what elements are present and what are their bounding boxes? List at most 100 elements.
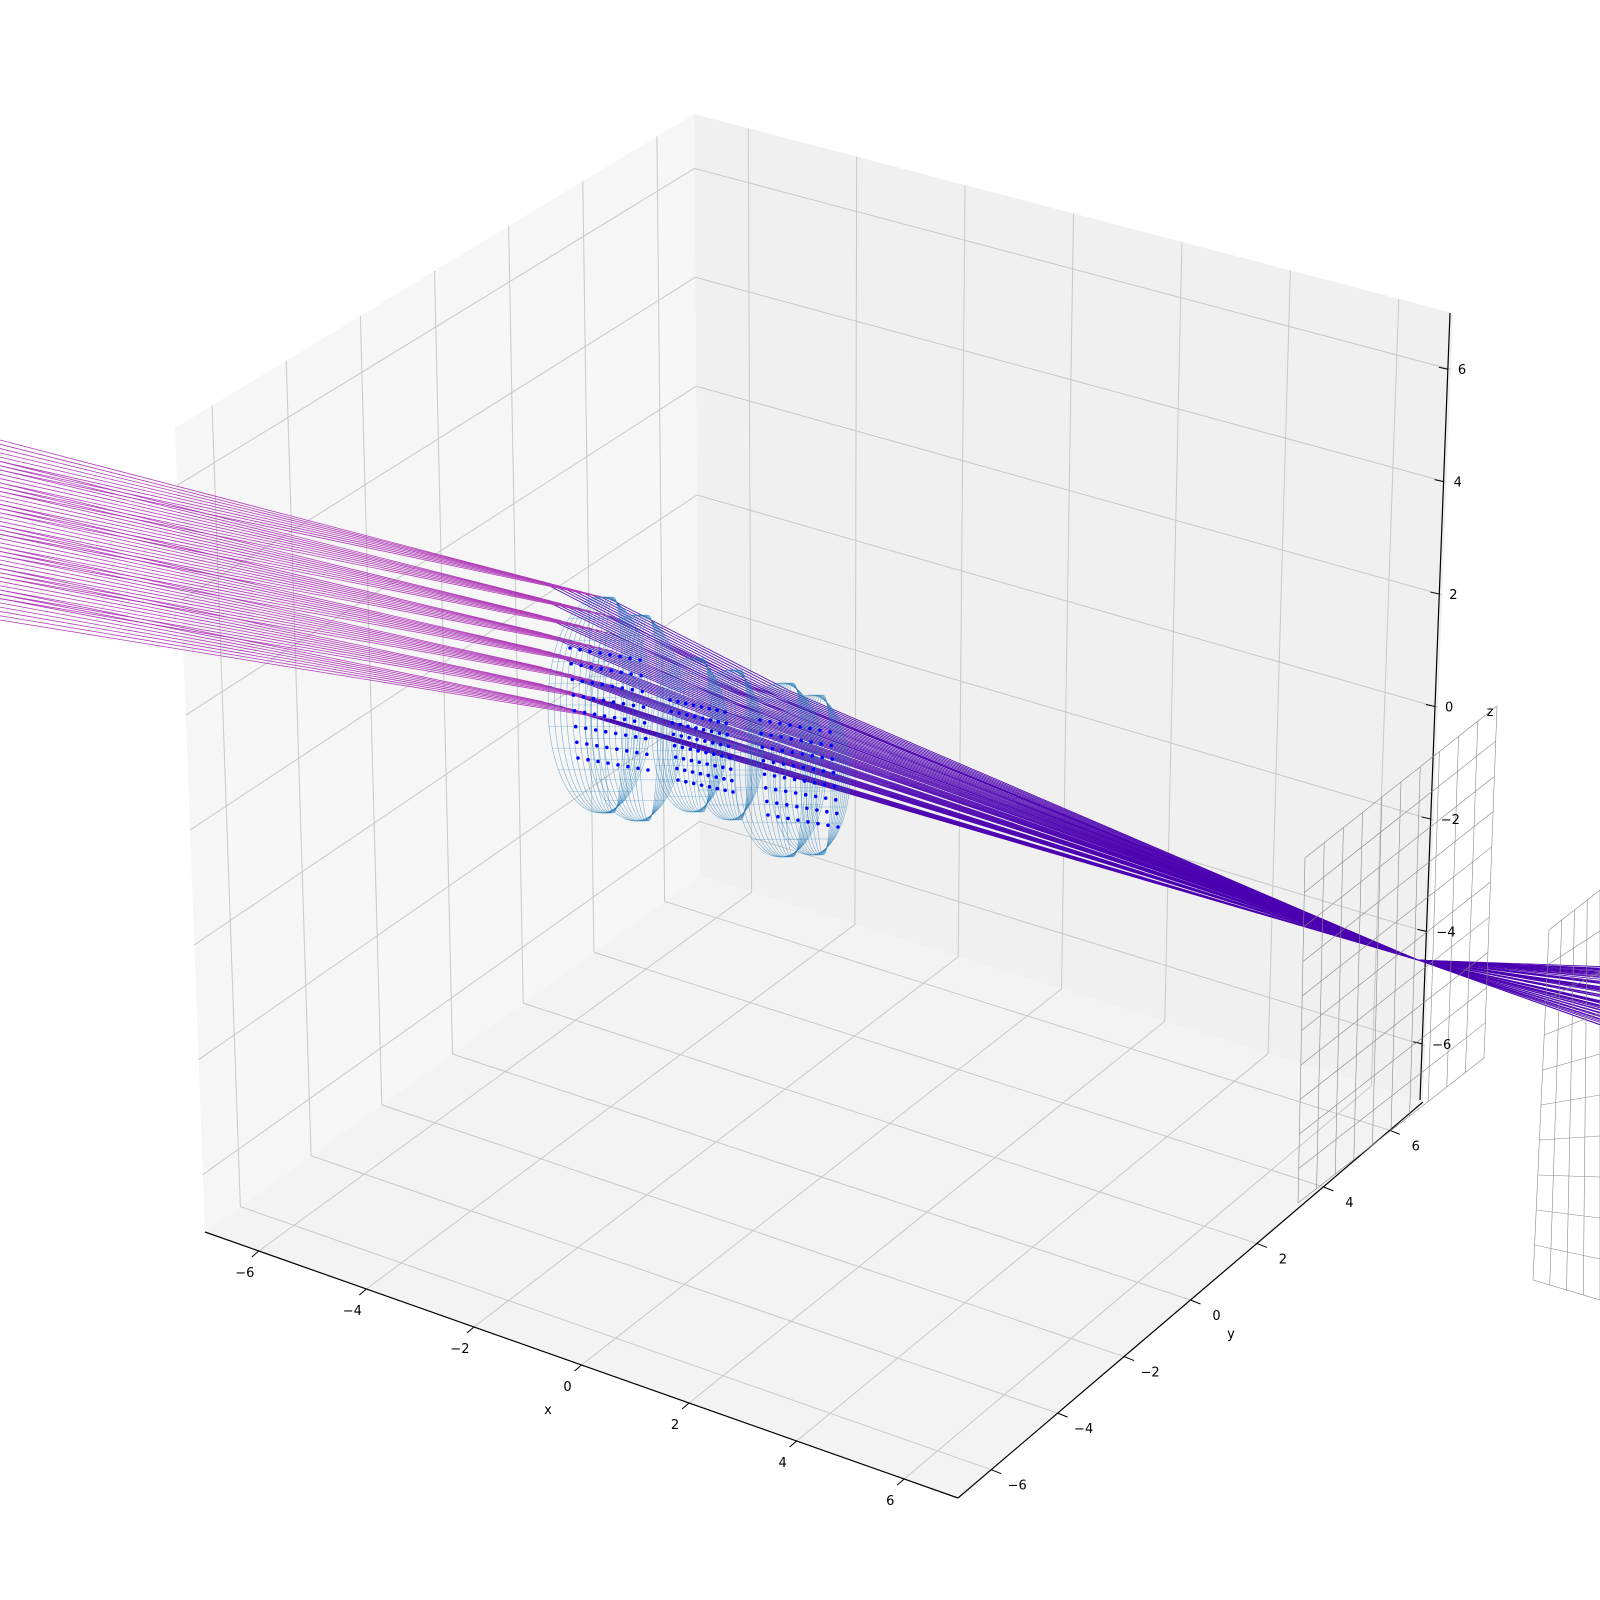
intersection-point: [758, 718, 762, 722]
intersection-point: [811, 767, 816, 772]
intersection-point: [775, 801, 779, 805]
screen-grid-line: [1304, 740, 1496, 893]
z-tick-label: −6: [1432, 1038, 1451, 1053]
intersection-point: [813, 794, 818, 799]
intersection-point: [809, 740, 813, 744]
intersection-point: [770, 747, 775, 751]
ray-segment-refracted: [549, 651, 1600, 975]
ray-segment-incoming: [0, 598, 561, 707]
intersection-point: [690, 770, 695, 774]
intersection-point: [707, 706, 712, 711]
ray-segment-incoming: [0, 516, 571, 641]
ray-segment-incoming: [0, 525, 591, 646]
intersection-point: [602, 714, 607, 718]
intersection-point: [681, 757, 686, 761]
intersection-point: [791, 764, 796, 768]
ray-segment-incoming: [0, 482, 541, 616]
ray-segment-incoming: [0, 589, 591, 698]
screen-grid-line: [1297, 1057, 1485, 1204]
ray-segment-incoming: [0, 469, 611, 600]
ray-segment-incoming: [0, 461, 541, 599]
intersection-point: [609, 668, 613, 673]
grid-y-floor: [593, 951, 1324, 1188]
y-tick: [1389, 1129, 1400, 1135]
intersection-point: [697, 760, 702, 765]
z-axis-label: z: [1487, 705, 1494, 720]
intersection-point: [570, 677, 575, 682]
tick-labels: −6 −4 −2 0 2 4 6 −6 −4 −2 0 2 4 6 −6 −4 −2 0 2 4 6: [235, 363, 1466, 1509]
intersection-point: [572, 709, 577, 713]
ray-segment-incoming: [0, 452, 571, 590]
z-tick: [1421, 816, 1431, 820]
ray-segment-incoming: [0, 551, 601, 666]
intersection-point: [692, 714, 697, 719]
intersection-point: [591, 696, 596, 701]
intersection-point: [798, 725, 802, 729]
screen-grid-line: [1302, 846, 1492, 997]
screen-grid-line: [1302, 811, 1494, 962]
ray-segment-incoming: [0, 551, 551, 670]
intersection-point: [724, 721, 728, 726]
ray-segment-incoming: [0, 512, 611, 634]
ray-segment-incoming: [0, 508, 601, 632]
z-tick-label: 4: [1454, 476, 1462, 491]
floor-pane: [205, 876, 1423, 1498]
intersection-point: [716, 719, 721, 724]
intersection-point: [731, 790, 735, 794]
intersection-point: [779, 735, 783, 739]
intersection-point: [613, 731, 618, 736]
ray-segment-incoming: [0, 482, 591, 612]
lens-wire-ring: [810, 694, 834, 856]
screen-grid-line: [1537, 1174, 1600, 1178]
ray-segment-refracted: [579, 642, 1600, 1014]
intersection-point: [595, 743, 599, 748]
intersection-point: [812, 781, 817, 785]
x-tick: [359, 1288, 367, 1296]
grid-z: [176, 167, 1451, 486]
intersection-point: [632, 719, 637, 723]
intersection-point: [633, 735, 638, 739]
intersection-point: [816, 821, 820, 826]
ray-segment-refracted: [559, 671, 1600, 971]
intersection-point: [785, 803, 789, 807]
intersection-point: [628, 656, 632, 661]
screen-grid-line: [1304, 705, 1498, 859]
intersection-point: [759, 731, 763, 736]
intersection-point: [586, 757, 590, 762]
intersection-point: [705, 762, 709, 766]
intersection-point: [636, 766, 640, 771]
x-tick: [251, 1250, 260, 1258]
grid-z: [181, 276, 1447, 601]
z-tick-label: 2: [1449, 588, 1457, 603]
intersection-point: [801, 765, 806, 770]
lens-wire-ring: [686, 657, 715, 813]
intersection-point: [585, 742, 589, 746]
intersection-point: [629, 672, 633, 676]
x-tick-label: 0: [563, 1380, 571, 1395]
intersection-point: [601, 698, 606, 703]
ray-segment-incoming: [0, 508, 551, 636]
intersection-point: [701, 727, 706, 732]
intersection-point: [709, 729, 714, 734]
y-tick-label: 2: [1279, 1252, 1287, 1267]
intersection-point: [680, 745, 685, 750]
ray-segment-incoming: [0, 581, 571, 692]
ray-segment-incoming: [0, 529, 551, 653]
ray-segment-incoming: [0, 491, 561, 621]
lens-wire-ring: [734, 669, 749, 821]
intersection-point: [772, 774, 777, 778]
intersection-point: [616, 763, 620, 767]
intersection-point: [671, 732, 676, 737]
intersection-point: [795, 804, 799, 809]
intersection-point: [698, 771, 703, 776]
intersection-point: [730, 778, 734, 783]
intersection-point: [596, 759, 600, 764]
ray-segment-incoming: [0, 572, 551, 687]
lens-surfaces: [547, 596, 851, 858]
ray-segment-incoming: [0, 533, 561, 656]
intersection-point: [700, 716, 705, 721]
z-tick-label: −4: [1436, 925, 1455, 940]
ray-segment-incoming: [0, 533, 611, 651]
ray-segment-incoming: [0, 512, 561, 638]
lens-wire-ring: [729, 669, 751, 821]
